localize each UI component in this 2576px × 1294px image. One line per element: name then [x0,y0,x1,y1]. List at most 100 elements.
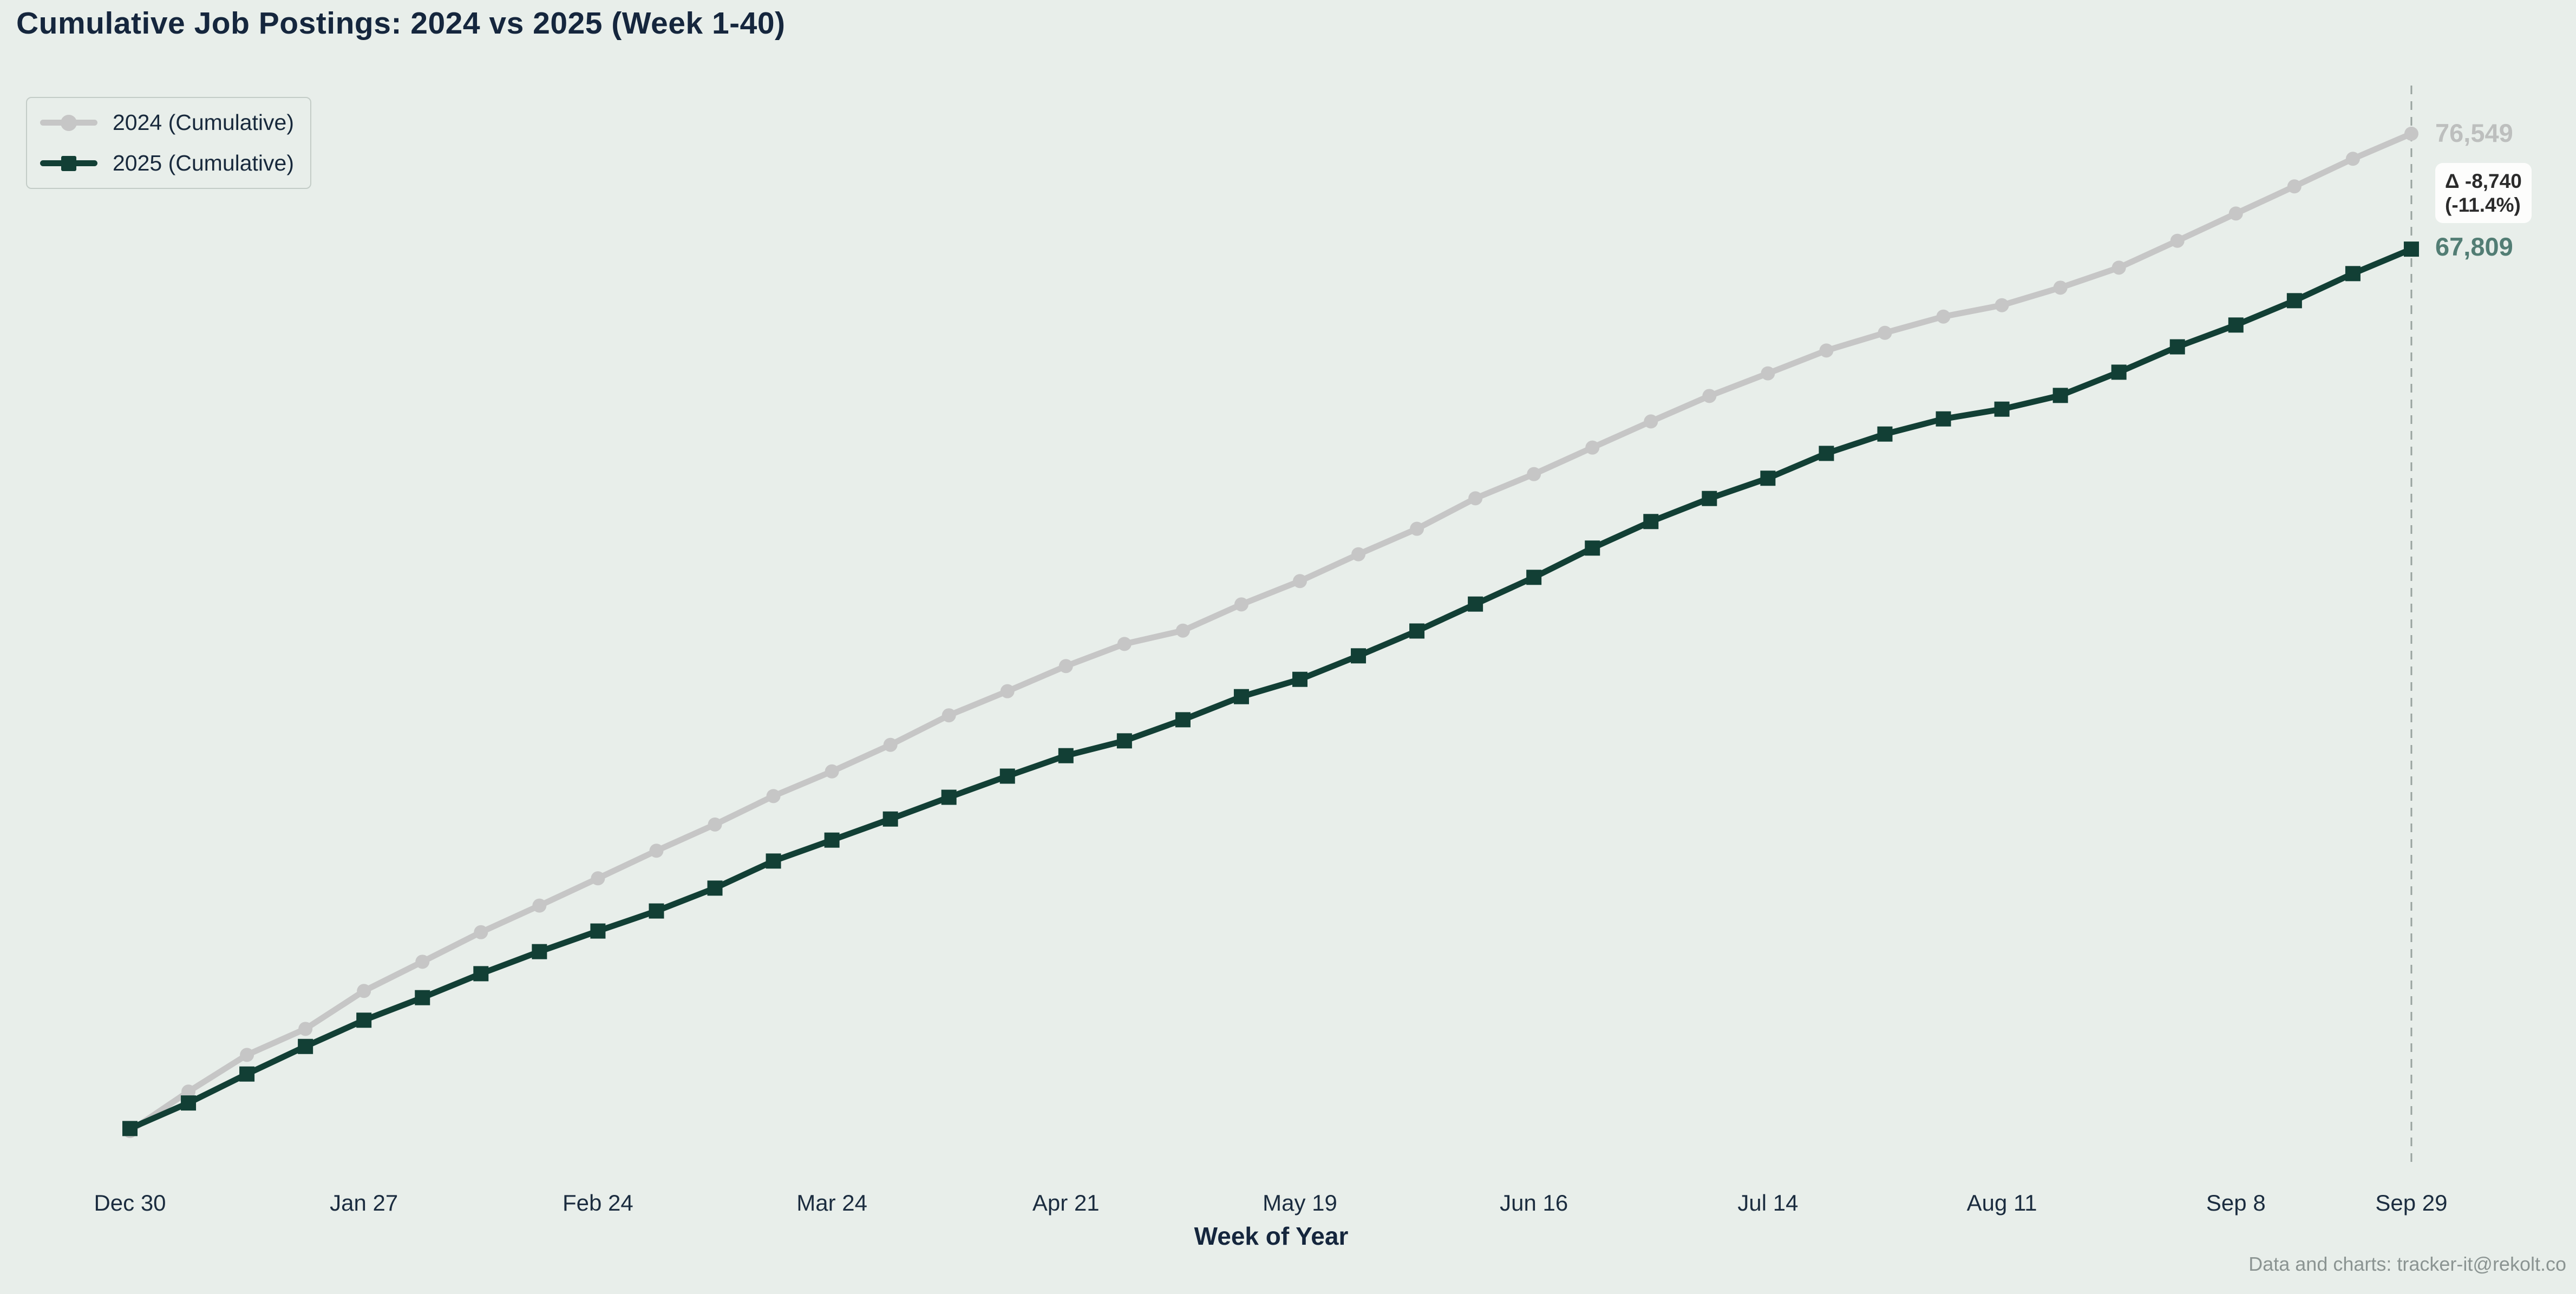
legend-item-2024: 2024 (Cumulative) [40,110,294,135]
x-tick-label: Mar 24 [796,1190,867,1215]
data-point-marker [1702,389,1717,403]
legend-label-2025: 2025 (Cumulative) [113,151,294,175]
data-point-marker [415,990,430,1005]
data-point-marker [2404,126,2418,141]
data-point-marker [1233,689,1249,704]
data-point-marker [357,984,371,998]
data-point-marker [298,1022,313,1036]
data-point-marker [1351,547,1366,561]
data-point-marker [474,925,488,939]
data-point-marker [824,832,840,848]
x-tick-label: Jul 14 [1737,1190,1799,1215]
data-point-marker [1409,623,1425,639]
data-point-marker [1819,446,1834,461]
end-value-label-2024: 76,549 [2435,119,2513,147]
data-point-marker [1468,596,1483,612]
data-point-marker [1760,470,1776,486]
data-point-marker [532,898,547,913]
end-value-label-2025: 67,809 [2435,232,2513,261]
data-point-marker [1936,411,1951,427]
data-point-marker [2111,260,2126,275]
data-point-marker [825,764,839,779]
x-tick-label: Jan 27 [330,1190,398,1215]
data-point-marker [1058,659,1073,674]
data-point-marker [1877,426,1893,442]
x-tick-label: Sep 29 [2375,1190,2448,1215]
data-point-marker [2403,241,2419,257]
data-point-marker [1878,325,1892,340]
data-point-marker [1234,597,1248,612]
data-point-marker [1000,684,1015,698]
data-point-marker [1175,712,1191,728]
data-point-marker [2228,317,2244,333]
x-tick-label: Feb 24 [563,1190,633,1215]
data-point-marker [591,871,605,886]
legend-line-sample-2024 [40,114,97,131]
data-point-marker [2052,388,2068,403]
data-point-marker [181,1095,197,1111]
data-point-marker [2345,266,2361,282]
data-point-marker [707,880,723,896]
delta-annotation-box: Δ -8,740 (-11.4%) [2435,163,2532,224]
data-point-marker [2111,364,2127,380]
data-point-marker [1410,521,1424,536]
data-point-marker [2345,152,2360,166]
data-point-marker [941,789,957,805]
data-point-marker [1175,623,1190,638]
data-point-marker [1058,748,1074,763]
data-point-marker [942,708,956,723]
data-point-marker [356,1012,372,1028]
data-point-marker [1351,648,1367,664]
data-point-marker [2169,339,2185,355]
x-axis-label: Week of Year [1194,1222,1349,1250]
data-point-marker [532,944,547,959]
delta-absolute-text: Δ -8,740 [2445,170,2522,192]
data-point-marker [1644,414,1658,429]
legend: 2024 (Cumulative) 2025 (Cumulative) [26,97,311,189]
legend-label-2024: 2024 (Cumulative) [113,110,294,135]
data-point-marker [1643,514,1659,530]
series-line-2024 [127,130,2415,1134]
data-point-marker [1116,733,1132,749]
x-tick-label: Dec 30 [94,1190,166,1215]
data-point-marker [473,966,489,982]
data-point-marker [590,923,606,939]
x-tick-label: Apr 21 [1032,1190,1100,1215]
data-point-marker [1761,366,1775,381]
data-point-marker [2228,206,2243,221]
data-point-marker [1292,671,1307,687]
x-tick-label: Sep 8 [2206,1190,2266,1215]
x-tick-label: Aug 11 [1966,1190,2037,1215]
data-point-marker [2053,280,2068,295]
data-point-marker [882,811,898,827]
data-point-marker [883,737,898,752]
data-point-marker [1702,491,1717,506]
data-point-marker [2286,293,2302,309]
data-point-marker [766,853,781,869]
circle-marker-icon [61,114,77,131]
data-point-marker [181,1084,196,1099]
x-tick-label: Jun 16 [1500,1190,1568,1215]
data-point-marker [1526,570,1542,585]
data-point-marker [1117,637,1132,651]
data-point-marker [240,1048,254,1062]
data-point-marker [649,903,664,919]
data-point-marker [1585,440,1600,455]
data-point-marker [649,844,664,858]
data-point-marker [999,768,1015,784]
footer-credit: Data and charts: tracker-it@rekolt.co [2248,1253,2566,1275]
x-tick-label: May 19 [1263,1190,1337,1215]
legend-line-sample-2025 [40,155,97,171]
delta-percent-text: (-11.4%) [2445,193,2521,216]
data-point-marker [1995,298,2009,312]
data-point-marker [1994,401,2010,417]
data-point-marker [1819,343,1834,358]
data-point-marker [2287,179,2302,194]
legend-item-2025: 2025 (Cumulative) [40,151,294,176]
square-marker-icon [61,155,76,171]
data-point-marker [122,1121,138,1136]
data-point-marker [1293,574,1307,589]
data-point-marker [298,1038,313,1054]
data-point-marker [766,789,781,803]
